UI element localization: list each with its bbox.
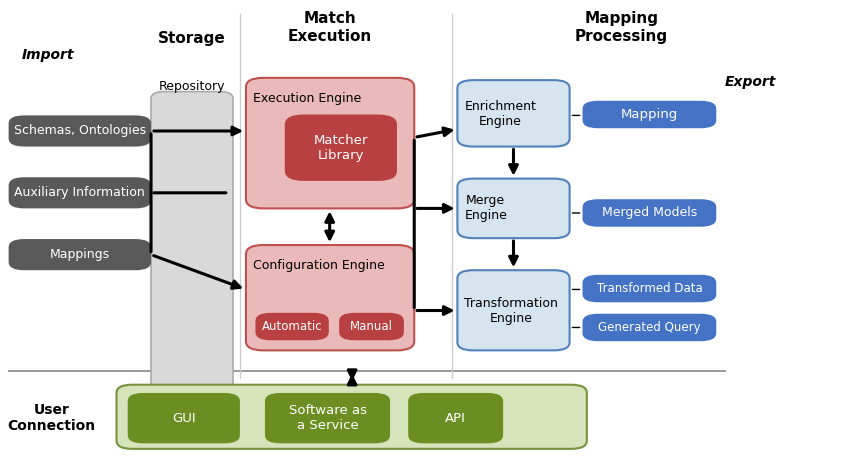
FancyBboxPatch shape [457,179,570,238]
Text: Mapping
Processing: Mapping Processing [575,11,668,44]
FancyBboxPatch shape [457,270,570,350]
FancyBboxPatch shape [583,199,716,227]
FancyBboxPatch shape [246,245,414,350]
Text: Software as
a Service: Software as a Service [288,404,367,432]
FancyBboxPatch shape [583,101,716,128]
Text: Storage: Storage [158,32,225,46]
Text: Mappings: Mappings [50,248,110,261]
FancyBboxPatch shape [9,115,151,147]
FancyBboxPatch shape [339,313,404,340]
Text: API: API [445,412,466,425]
FancyBboxPatch shape [117,385,587,449]
FancyBboxPatch shape [583,275,716,302]
Text: Auxiliary Information: Auxiliary Information [15,186,145,199]
FancyBboxPatch shape [9,177,151,208]
Text: Generated Query: Generated Query [598,321,701,334]
FancyBboxPatch shape [9,239,151,270]
Text: Matcher
Library: Matcher Library [313,134,369,162]
FancyBboxPatch shape [583,314,716,341]
FancyBboxPatch shape [255,313,329,340]
Text: Execution Engine: Execution Engine [253,92,361,104]
Text: Merge
Engine: Merge Engine [464,194,507,223]
Text: Mapping: Mapping [620,108,678,121]
FancyBboxPatch shape [285,114,397,181]
Text: Enrichment
Engine: Enrichment Engine [464,99,536,128]
FancyBboxPatch shape [408,393,503,443]
Text: Merged Models: Merged Models [602,207,697,219]
Text: Export: Export [725,76,777,89]
FancyBboxPatch shape [457,80,570,147]
Text: Repository: Repository [158,80,225,93]
Text: Transformation
Engine: Transformation Engine [464,296,558,325]
FancyBboxPatch shape [246,78,414,208]
FancyBboxPatch shape [265,393,390,443]
Text: Import: Import [22,48,74,62]
Text: Automatic: Automatic [261,320,323,333]
Text: Manual: Manual [350,320,393,333]
Text: Transformed Data: Transformed Data [596,282,702,295]
Text: Match
Execution: Match Execution [287,11,372,44]
FancyBboxPatch shape [128,393,240,443]
Text: User
Connection: User Connection [8,403,96,433]
Text: GUI: GUI [172,412,196,425]
FancyBboxPatch shape [151,92,233,412]
Text: Configuration Engine: Configuration Engine [253,259,385,272]
Text: Schemas, Ontologies: Schemas, Ontologies [14,125,146,137]
